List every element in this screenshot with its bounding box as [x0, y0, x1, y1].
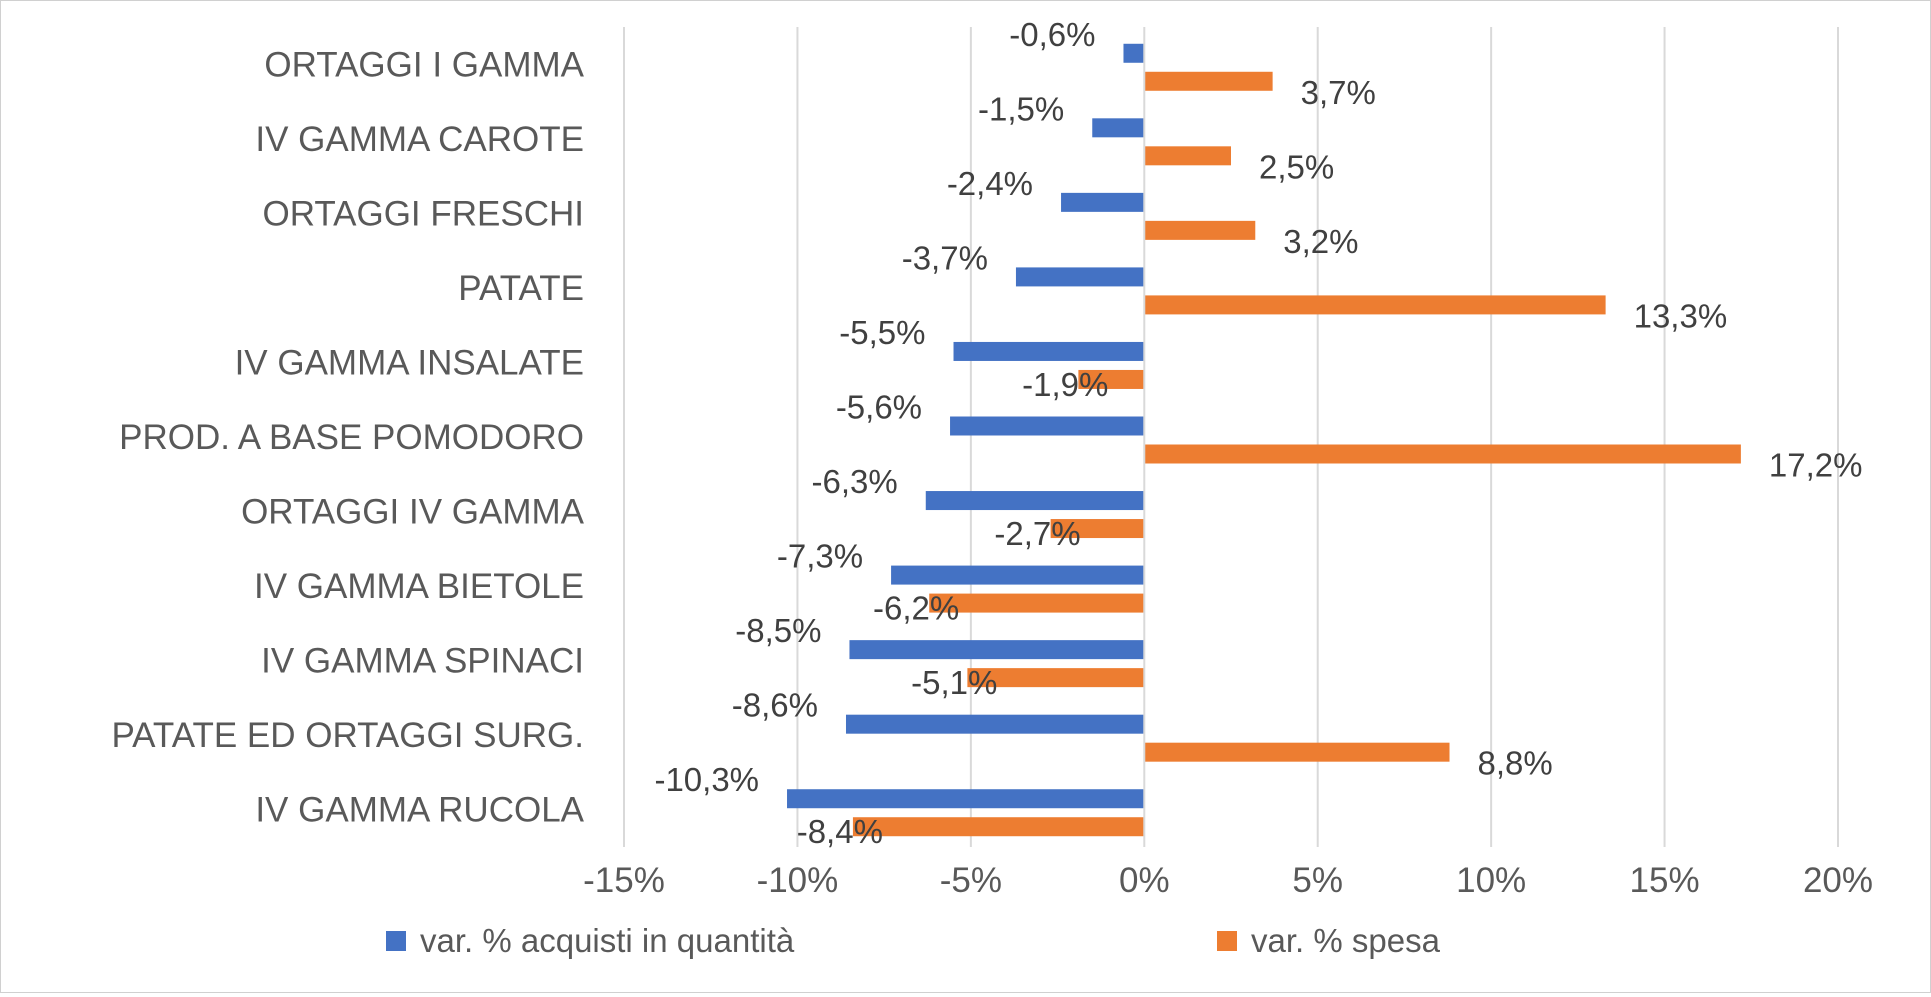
axes: -15% -10% -5% 0% 5% 10% 15% 20% ORTAGGI I GAMMA I… [111, 27, 1873, 900]
category-label: ORTAGGI FRESCHI [262, 194, 584, 233]
legend-item-quantity-label: var. % acquisti in quantità [420, 922, 795, 959]
legend: var. % acquisti in quantità var. % spesa [386, 922, 1441, 959]
x-tick-label: -5% [940, 861, 1002, 900]
bar-quantity [1015, 267, 1145, 287]
x-tick-label: -10% [757, 861, 839, 900]
data-label-quantity: -0,6% [1009, 16, 1095, 53]
bar-quantity [849, 640, 1145, 660]
data-label-spesa: 8,8% [1478, 745, 1553, 782]
data-label-quantity: -5,5% [839, 314, 925, 351]
bar-quantity [891, 565, 1145, 585]
category-label: IV GAMMA CAROTE [255, 120, 584, 159]
data-label-quantity: -5,6% [836, 389, 922, 426]
legend-item-quantity-swatch [386, 931, 406, 951]
x-tick-label: 20% [1803, 861, 1873, 900]
data-labels: -0,6% 3,7% -1,5% 2,5% -2,4% 3,2% -3,7% 13,3% -5,… [654, 16, 1862, 850]
bar-quantity [1092, 118, 1145, 138]
gridlines [623, 27, 1839, 847]
data-label-spesa: 3,2% [1283, 223, 1358, 260]
data-label-quantity: -10,3% [654, 761, 759, 798]
data-label-spesa: -2,7% [994, 515, 1080, 552]
data-label-spesa: 3,7% [1301, 74, 1376, 111]
data-label-quantity: -7,3% [777, 538, 863, 575]
bar-spesa [1144, 71, 1273, 91]
category-label: IV GAMMA SPINACI [261, 642, 584, 681]
bar-spesa [929, 593, 1145, 613]
data-label-quantity: -6,3% [812, 463, 898, 500]
bar-quantity [1061, 192, 1145, 212]
bar-spesa [1144, 220, 1256, 240]
data-label-spesa: 2,5% [1259, 148, 1334, 185]
bar-quantity [950, 416, 1145, 436]
bar-spesa [1144, 444, 1741, 464]
data-label-spesa: -5,1% [911, 664, 997, 701]
bar-spesa [967, 668, 1145, 688]
bar-quantity [845, 714, 1145, 734]
data-label-spesa: 13,3% [1634, 297, 1728, 334]
bar-spesa [1144, 742, 1450, 762]
bar-quantity [925, 491, 1145, 511]
data-label-spesa: 17,2% [1769, 447, 1863, 484]
data-label-quantity: -8,6% [732, 687, 818, 724]
bar-spesa [1078, 369, 1145, 389]
bar-spesa [1144, 146, 1231, 166]
bar-quantity [1123, 43, 1145, 63]
category-label: IV GAMMA RUCOLA [255, 791, 584, 830]
bar-quantity [787, 789, 1145, 809]
bar-spesa [852, 817, 1145, 837]
category-label: PATATE [458, 269, 584, 308]
category-label: IV GAMMA INSALATE [235, 343, 584, 382]
category-label: PATATE ED ORTAGGI SURG. [111, 716, 584, 755]
bar-spesa [1144, 295, 1606, 315]
bar-quantity [953, 341, 1145, 361]
data-label-spesa: -1,9% [1022, 366, 1108, 403]
category-label: IV GAMMA BIETOLE [254, 567, 584, 606]
data-label-spesa: -8,4% [797, 813, 883, 850]
legend-item-spesa-label: var. % spesa [1251, 922, 1441, 959]
data-label-quantity: -3,7% [902, 239, 988, 276]
data-label-quantity: -2,4% [947, 165, 1033, 202]
x-tick-label: 15% [1630, 861, 1700, 900]
x-tick-label: 0% [1119, 861, 1170, 900]
x-tick-label: -15% [583, 861, 665, 900]
data-label-quantity: -1,5% [978, 90, 1064, 127]
category-label: PROD. A BASE POMODORO [119, 418, 584, 457]
bar-spesa [1050, 519, 1145, 539]
legend-item-spesa-swatch [1217, 931, 1237, 951]
category-label: ORTAGGI IV GAMMA [241, 493, 585, 532]
category-label: ORTAGGI I GAMMA [264, 45, 584, 84]
x-tick-label: 10% [1456, 861, 1526, 900]
data-label-quantity: -8,5% [735, 612, 821, 649]
bars [787, 43, 1741, 837]
data-label-spesa: -6,2% [873, 590, 959, 627]
x-tick-label: 5% [1292, 861, 1343, 900]
